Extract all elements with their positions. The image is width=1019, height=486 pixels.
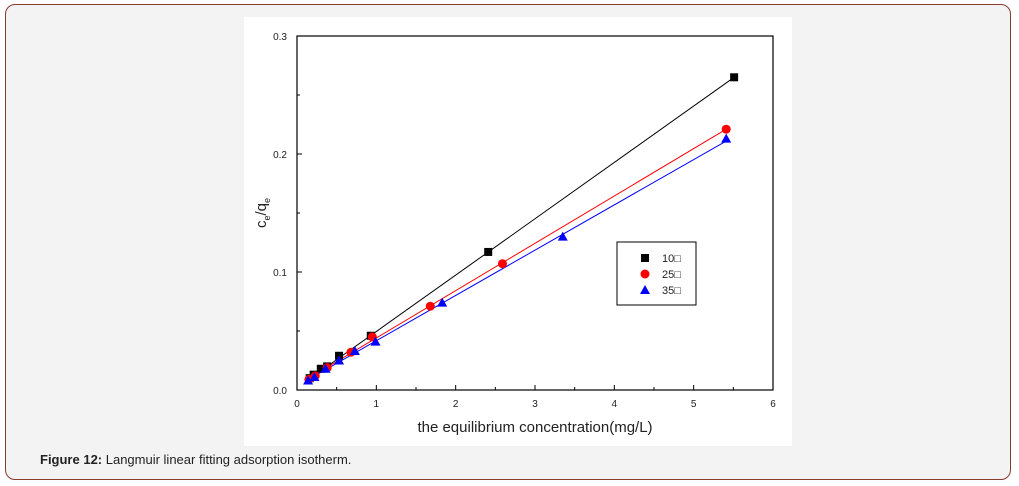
caption-label: Figure 12: bbox=[40, 452, 103, 467]
data-points bbox=[303, 73, 739, 385]
legend-label-0: 10□ bbox=[662, 253, 681, 265]
legend-box bbox=[616, 241, 697, 306]
fit-line-0 bbox=[308, 76, 735, 380]
x-tick-label: 3 bbox=[532, 399, 538, 410]
x-tick-label: 4 bbox=[612, 399, 618, 410]
fit-line-1 bbox=[308, 128, 727, 379]
svg-text:ce/qe: ce/qe bbox=[253, 198, 272, 228]
y-tick-label: 0.2 bbox=[273, 150, 287, 161]
legend-label-1: 25□ bbox=[662, 269, 681, 281]
x-tick-label: 5 bbox=[691, 399, 697, 410]
y-axis-label: ce/qe bbox=[253, 198, 272, 228]
x-tick-label: 0 bbox=[294, 399, 300, 410]
caption-text: Langmuir linear fitting adsorption isoth… bbox=[102, 452, 352, 467]
chart-image: 0 1 2 3 4 5 6 0.0 0.1 0.2 0.3 10□ 25□ 35□ the equili… bbox=[244, 17, 792, 446]
y-tick-label: 0.1 bbox=[273, 268, 287, 279]
figure-caption: Figure 12: Langmuir linear fitting adsor… bbox=[40, 452, 351, 467]
legend: 10□ 25□ 35□ bbox=[616, 241, 697, 306]
series-2-points bbox=[303, 133, 732, 385]
y-label-sub-e2: e bbox=[262, 198, 272, 203]
x-tick-label: 2 bbox=[453, 399, 459, 410]
x-tick-label: 6 bbox=[770, 399, 776, 410]
legend-label-2: 35□ bbox=[662, 285, 681, 297]
y-label-c: c bbox=[253, 220, 270, 228]
y-label-sub-e1: e bbox=[262, 216, 272, 221]
x-tick-label: 1 bbox=[374, 399, 380, 410]
x-axis-label: the equilibrium concentration(mg/L) bbox=[417, 419, 652, 436]
y-tick-label: 0.0 bbox=[273, 386, 287, 397]
langmuir-chart: 0 1 2 3 4 5 6 0.0 0.1 0.2 0.3 10□ 25□ 35□ the equili… bbox=[253, 32, 776, 436]
y-label-q: /q bbox=[253, 203, 270, 216]
plot-axes: 0 1 2 3 4 5 6 0.0 0.1 0.2 0.3 bbox=[273, 32, 776, 410]
y-tick-label: 0.3 bbox=[273, 32, 287, 43]
